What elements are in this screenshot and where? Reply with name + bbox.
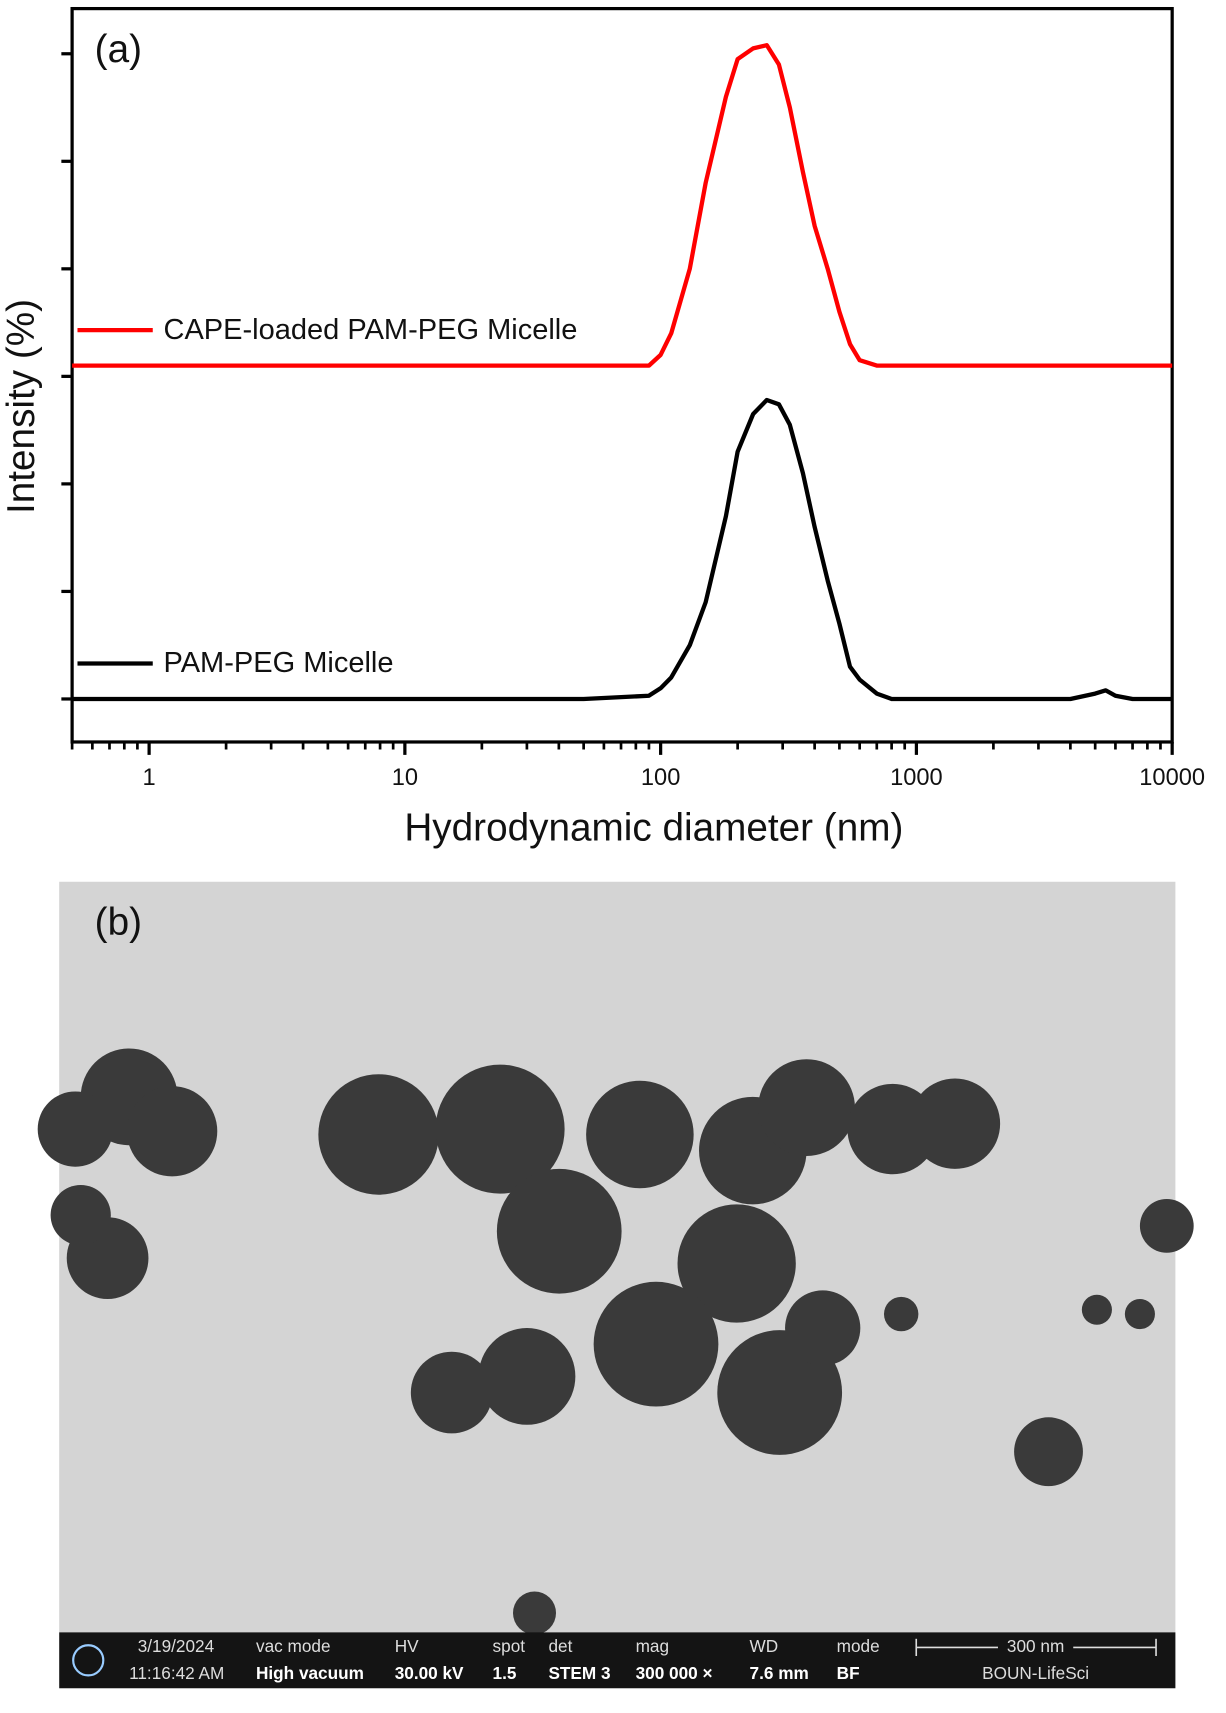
info-date: 3/19/2024 [138, 1636, 215, 1656]
info-value: 30.00 kV [395, 1663, 464, 1683]
info-value: High vacuum [256, 1663, 364, 1683]
info-label: WD [750, 1636, 779, 1656]
tem-image: 3/19/2024 11:16:42 AM vac mode High vacu… [37, 881, 1194, 1689]
series-line [72, 397, 1173, 702]
scale-label: 300 nm [1007, 1636, 1064, 1656]
info-label: HV [395, 1636, 419, 1656]
info-label: vac mode [256, 1636, 331, 1656]
x-axis-title: Hydrodynamic diameter (nm) [404, 806, 903, 849]
info-label: mag [636, 1636, 669, 1656]
panel-label: (b) [95, 901, 142, 944]
info-label: mode [837, 1636, 880, 1656]
logo [72, 1644, 105, 1677]
particles [37, 1048, 1194, 1635]
legend-label: CAPE-loaded PAM-PEG Micelle [164, 314, 578, 346]
info-value: 1.5 [493, 1663, 517, 1683]
info-label: det [548, 1636, 572, 1656]
info-time: 11:16:42 AM [129, 1663, 224, 1683]
image-background [59, 881, 1176, 1633]
lab-name: BOUN-LifeSci [982, 1663, 1089, 1683]
x-tick-label: 10000 [1139, 765, 1205, 791]
y-axis-title: Intensity (%) [0, 299, 43, 514]
info-value: STEM 3 [548, 1663, 610, 1683]
legend-label: PAM-PEG Micelle [164, 647, 394, 679]
plot-frame [70, 6, 1174, 744]
info-value: 7.6 mm [750, 1663, 809, 1683]
info-bar [59, 1632, 1176, 1689]
info-value: 300 000 × [636, 1663, 713, 1683]
scale-label-bg [997, 1637, 1074, 1658]
info-bar-texts: 3/19/2024 11:16:42 AM vac mode High vacu… [72, 1636, 1157, 1683]
x-tick-label: 10 [392, 765, 418, 791]
x-tick-label: 100 [641, 765, 680, 791]
info-value: BF [837, 1663, 860, 1683]
series-line [72, 43, 1173, 368]
info-label: spot [493, 1636, 526, 1656]
panel-label: (a) [95, 28, 142, 71]
x-tick-label: 1000 [890, 765, 943, 791]
x-tick-label: 1 [143, 765, 156, 791]
